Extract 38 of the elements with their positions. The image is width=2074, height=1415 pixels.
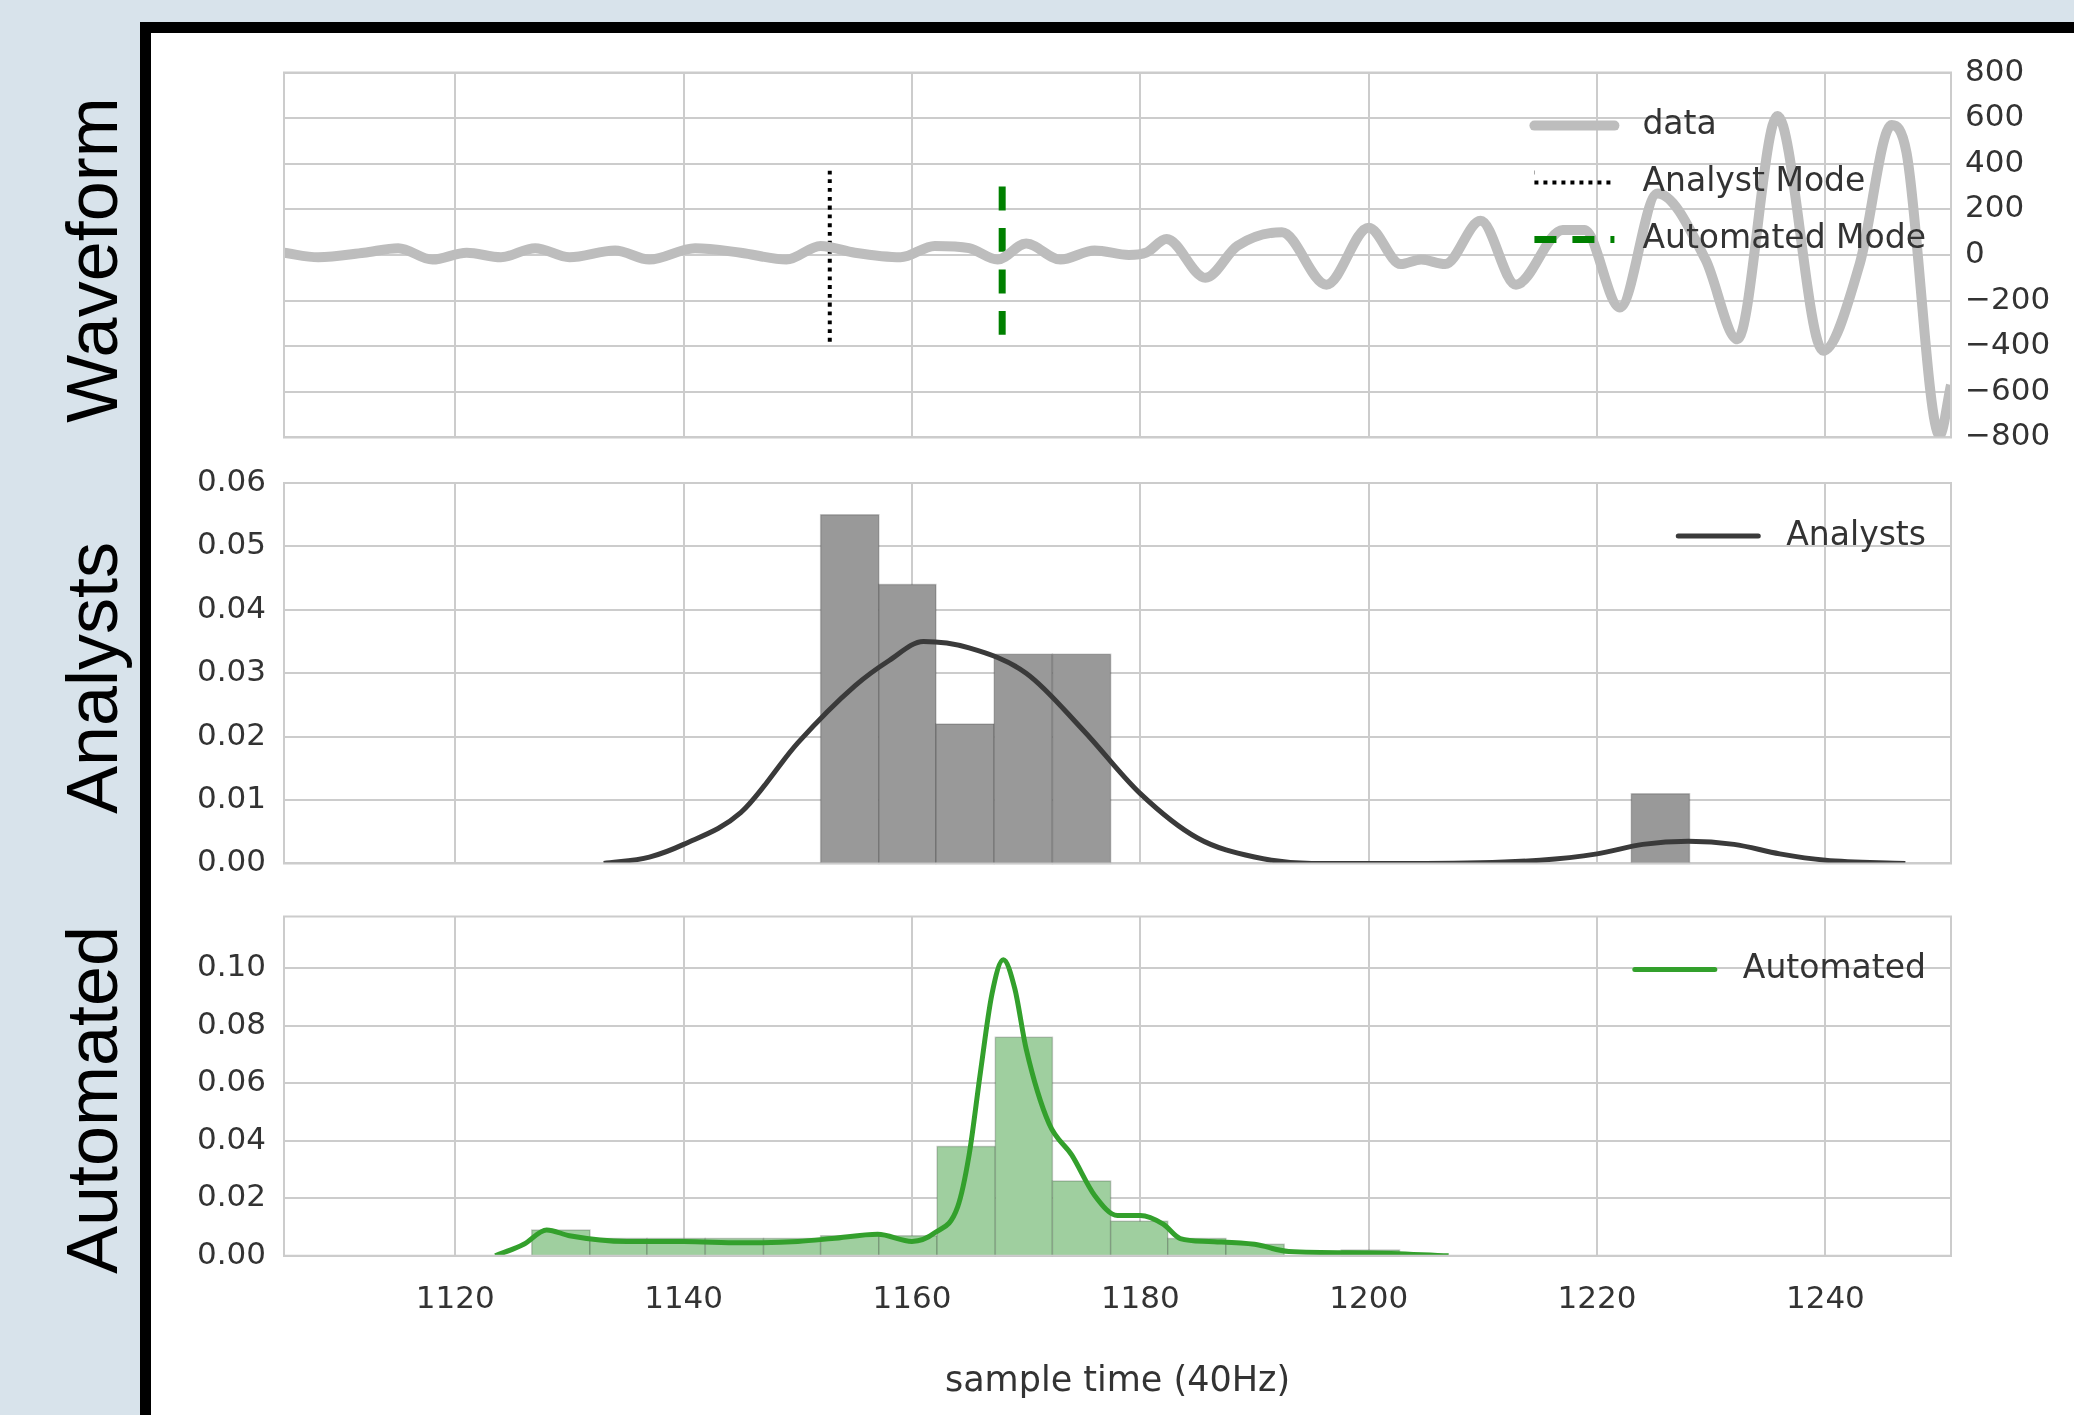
x-tick-label: 1220 — [1557, 1279, 1637, 1316]
x-tick-label: 1160 — [872, 1279, 952, 1316]
y-tick-label: 0.02 — [196, 1177, 266, 1214]
y-tick-label: 0.10 — [196, 947, 266, 984]
y-tick-label: 0.04 — [196, 1119, 266, 1156]
y-axis-title: Analysts — [51, 541, 133, 815]
y-tick-label: 600 — [1965, 97, 2025, 134]
x-tick-label: 1200 — [1329, 1279, 1409, 1316]
legend-label: Analysts — [1786, 513, 1926, 553]
y-tick-label: 0.06 — [196, 462, 266, 499]
y-axis-title: Waveform — [51, 97, 133, 423]
y-tick-label: 0.00 — [196, 1234, 266, 1271]
y-axis-title: Automated — [51, 925, 133, 1275]
y-tick-label: 0.04 — [196, 588, 266, 625]
y-tick-label: −200 — [1965, 279, 2051, 316]
y-tick-label: 800 — [1965, 51, 2025, 88]
legend-label: Automated — [1742, 947, 1927, 987]
y-tick-label: 0.03 — [196, 652, 266, 689]
legend-label: Automated Mode — [1642, 217, 1926, 257]
y-tick-label: 0.02 — [196, 715, 266, 752]
y-tick-label: 0 — [1965, 234, 1985, 271]
legend-label: Analyst Mode — [1642, 160, 1866, 200]
x-tick-label: 1180 — [1100, 1279, 1180, 1316]
y-tick-label: 0.00 — [196, 842, 266, 879]
y-tick-label: −400 — [1965, 325, 2051, 362]
legend-label: data — [1642, 103, 1717, 143]
y-tick-label: 0.06 — [196, 1062, 266, 1099]
y-tick-label: 200 — [1965, 188, 2025, 225]
x-tick-label: 1240 — [1785, 1279, 1865, 1316]
x-tick-label: 1140 — [644, 1279, 724, 1316]
y-tick-label: 0.08 — [196, 1004, 266, 1041]
y-tick-label: 0.01 — [196, 779, 266, 816]
y-tick-label: 0.05 — [196, 525, 266, 562]
y-tick-label: −800 — [1965, 416, 2051, 453]
y-tick-label: −600 — [1965, 370, 2051, 407]
y-tick-label: 400 — [1965, 142, 2025, 179]
x-axis-title: sample time (40Hz) — [944, 1359, 1291, 1400]
x-tick-label: 1120 — [415, 1279, 495, 1316]
